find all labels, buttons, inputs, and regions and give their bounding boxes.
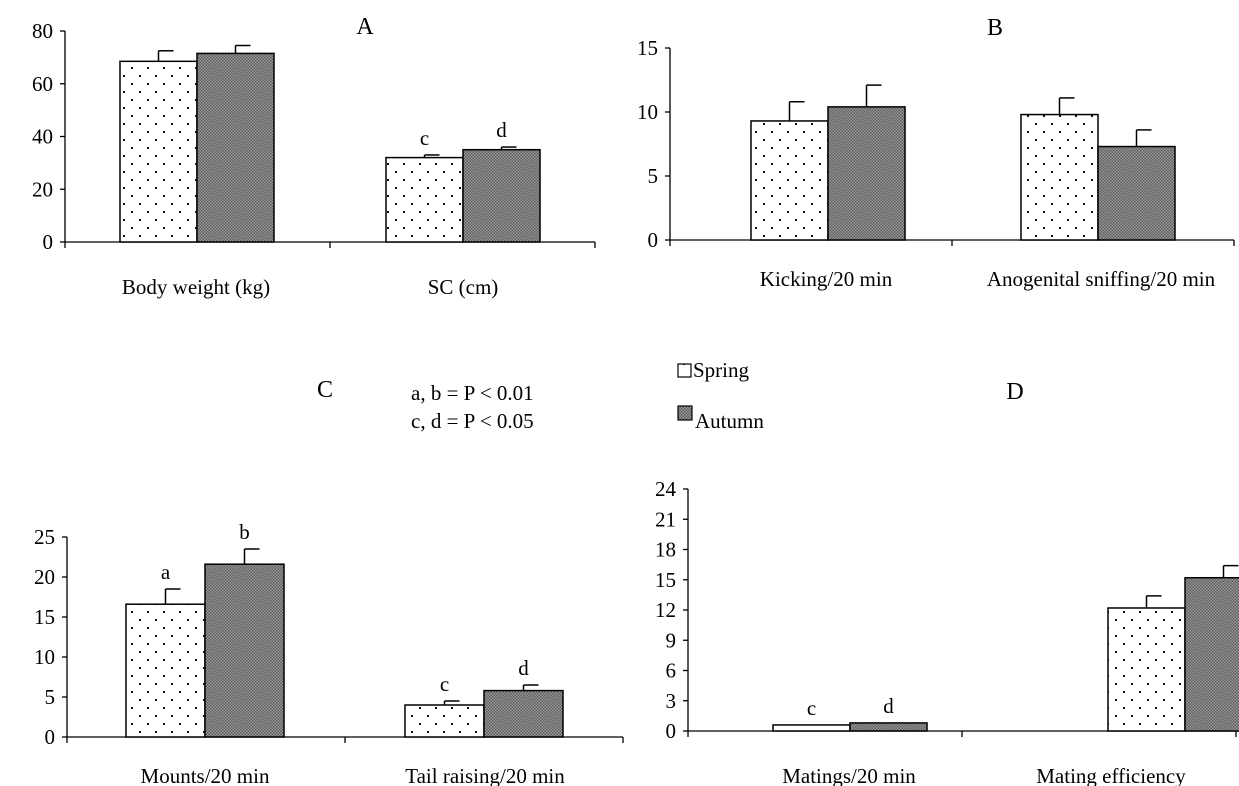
y-tick-label: 18 xyxy=(655,538,676,562)
panel-letter-d: D xyxy=(1006,379,1023,405)
bar-autumn xyxy=(196,52,275,243)
y-tick-label: 25 xyxy=(34,525,55,549)
y-tick-label: 3 xyxy=(666,689,677,713)
legend-label-spring: Spring xyxy=(693,358,750,382)
y-tick-label: 21 xyxy=(655,507,676,531)
panel-letter-a: A xyxy=(356,14,374,40)
y-tick-label: 0 xyxy=(666,719,677,743)
bar-autumn xyxy=(483,689,564,738)
chart-panel-d: 0 3 6 9 12 15 18 21 24 c d Matings/20 min Mating eff… xyxy=(655,477,1239,786)
bar-autumn xyxy=(849,722,928,732)
significance-letter: d xyxy=(496,118,507,142)
y-tick-label: 80 xyxy=(32,19,53,43)
bar-spring xyxy=(1107,607,1186,732)
bar-spring xyxy=(125,603,206,738)
y-tick-label: 20 xyxy=(32,177,53,201)
panel-letter-c: C xyxy=(317,377,333,403)
chart-panel-c: 0 5 10 15 20 25 a b Mounts/20 min c d Tail raising/… xyxy=(34,520,624,786)
category-label: Kicking/20 min xyxy=(760,267,893,291)
legend-label-autumn: Autumn xyxy=(695,409,764,433)
legend-swatch-spring xyxy=(677,363,692,378)
bar-autumn xyxy=(1097,145,1176,241)
significance-letter: c xyxy=(420,126,429,150)
y-tick-label: 24 xyxy=(655,477,677,501)
significance-letter: a xyxy=(161,560,171,584)
category-label: Mounts/20 min xyxy=(141,764,270,786)
category-label: SC (cm) xyxy=(428,275,499,299)
chart-panel-a: 0 20 40 60 80 Body weight (kg) c d SC (cm) xyxy=(32,19,596,299)
bar-autumn xyxy=(462,148,541,243)
y-tick-label: 0 xyxy=(45,725,56,749)
significance-letter: b xyxy=(239,520,250,544)
y-tick-label: 15 xyxy=(637,36,658,60)
category-label: Mating efficiency xyxy=(1036,764,1186,786)
y-tick-label: 0 xyxy=(648,228,659,252)
y-tick-label: 10 xyxy=(34,645,55,669)
y-tick-label: 5 xyxy=(648,164,659,188)
legend: Spring Autumn xyxy=(677,358,764,433)
bar-autumn xyxy=(204,563,285,738)
bar-spring xyxy=(385,156,464,243)
category-label: Body weight (kg) xyxy=(122,275,270,299)
y-tick-label: 60 xyxy=(32,72,53,96)
legend-swatch-autumn xyxy=(677,405,693,421)
bar-spring xyxy=(119,60,198,243)
bar-spring xyxy=(404,704,485,738)
y-tick-label: 12 xyxy=(655,598,676,622)
category-label: Anogenital sniffing/20 min xyxy=(987,267,1216,291)
y-tick-label: 10 xyxy=(637,100,658,124)
significance-letter: d xyxy=(518,656,529,680)
chart-panel-b: 0 5 10 15 Kicking/20 min Anogenital sniffing/… xyxy=(637,36,1235,291)
y-tick-label: 15 xyxy=(34,605,55,629)
bar-autumn xyxy=(1184,576,1239,732)
bar-spring xyxy=(1020,113,1099,241)
significance-letter: c xyxy=(440,672,449,696)
y-tick-label: 40 xyxy=(32,125,53,149)
y-tick-label: 5 xyxy=(45,685,56,709)
y-tick-label: 20 xyxy=(34,565,55,589)
significance-note-ab: a, b = P < 0.01 xyxy=(411,381,534,405)
category-label: Matings/20 min xyxy=(782,764,916,786)
y-tick-label: 15 xyxy=(655,568,676,592)
bar-spring xyxy=(750,120,829,241)
y-tick-label: 0 xyxy=(43,230,54,254)
significance-letter: c xyxy=(807,696,816,720)
bar-spring xyxy=(772,724,851,732)
y-tick-label: 6 xyxy=(666,659,677,683)
category-label: Tail raising/20 min xyxy=(405,764,565,786)
panel-letter-b: B xyxy=(987,15,1003,41)
significance-letter: d xyxy=(883,694,894,718)
y-tick-label: 9 xyxy=(666,628,677,652)
bar-autumn xyxy=(827,106,906,241)
significance-note-cd: c, d = P < 0.05 xyxy=(411,409,534,433)
